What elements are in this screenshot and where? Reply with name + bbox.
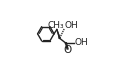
Polygon shape — [57, 30, 60, 39]
Text: OH: OH — [65, 20, 79, 30]
Text: CH₃: CH₃ — [47, 20, 64, 30]
Text: O: O — [64, 45, 72, 55]
Text: OH: OH — [75, 38, 88, 47]
